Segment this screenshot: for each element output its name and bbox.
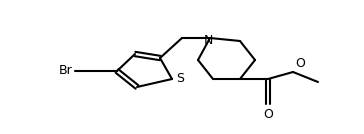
Text: Br: Br bbox=[59, 64, 73, 77]
Text: N: N bbox=[203, 34, 213, 47]
Text: S: S bbox=[176, 72, 184, 85]
Text: O: O bbox=[295, 57, 305, 70]
Text: O: O bbox=[263, 108, 273, 121]
